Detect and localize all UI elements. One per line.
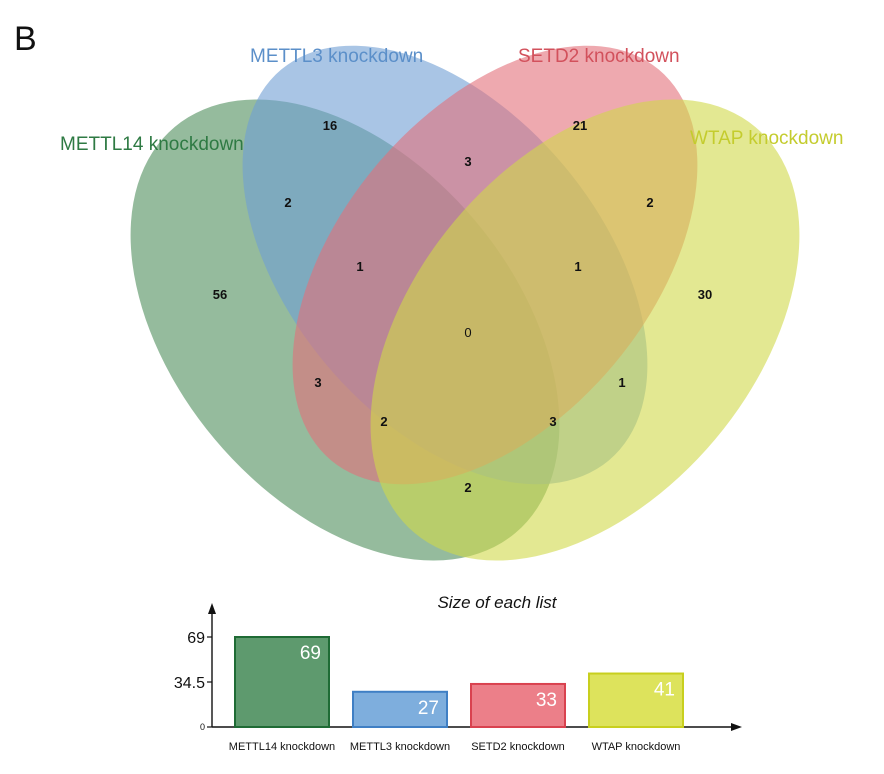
venn-region-count: 21 (573, 118, 587, 133)
bar-chart-title: Size of each list (437, 593, 557, 612)
bar (352, 690, 448, 728)
venn-region-count: 16 (323, 118, 337, 133)
x-category-label: METTL14 knockdown (229, 741, 335, 753)
set-label-setd2: SETD2 knockdown (518, 46, 680, 67)
bar (588, 672, 684, 728)
ellipse-wtap (370, 99, 800, 561)
venn-region-count: 2 (380, 414, 387, 429)
venn-region-count: 0 (464, 325, 471, 340)
bar-chart: Size of each list 69 34.5 0 69 METTL14 knoc… (174, 593, 742, 753)
venn-region-count: 3 (549, 414, 556, 429)
set-label-wtap: WTAP knockdown (690, 128, 843, 149)
bar (234, 636, 330, 728)
venn-region-count: 56 (213, 287, 227, 302)
x-category-label: WTAP knockdown (592, 741, 681, 753)
bar-value-label: 27 (418, 698, 439, 719)
y-tick-label: 34.5 (174, 675, 205, 692)
bar-value-label: 33 (536, 690, 557, 711)
x-category-label: SETD2 knockdown (471, 741, 565, 753)
set-label-mettl14: METTL14 knockdown (60, 134, 244, 155)
y-tick-label: 0 (200, 722, 205, 732)
venn-region-count: 2 (646, 195, 653, 210)
venn-region-count: 30 (698, 287, 712, 302)
venn-diagram: METTL14 knockdown METTL3 knockdown SETD2… (60, 45, 843, 561)
venn-region-count: 2 (464, 480, 471, 495)
venn-region-count: 3 (314, 375, 321, 390)
venn-region-count: 2 (284, 195, 291, 210)
venn-region-count: 1 (618, 375, 625, 390)
set-label-mettl3: METTL3 knockdown (250, 46, 423, 67)
venn-region-count: 1 (356, 259, 363, 274)
x-category-label: METTL3 knockdown (350, 741, 450, 753)
bar-value-label: 41 (654, 680, 675, 701)
x-axis-arrow (731, 723, 742, 731)
venn-region-count: 1 (574, 259, 581, 274)
bar-value-label: 69 (300, 643, 321, 664)
panel-label: B (14, 20, 37, 58)
y-tick-label: 69 (187, 630, 205, 647)
bar (470, 682, 566, 729)
y-axis-arrow (208, 603, 216, 614)
venn-region-count: 3 (464, 154, 471, 169)
